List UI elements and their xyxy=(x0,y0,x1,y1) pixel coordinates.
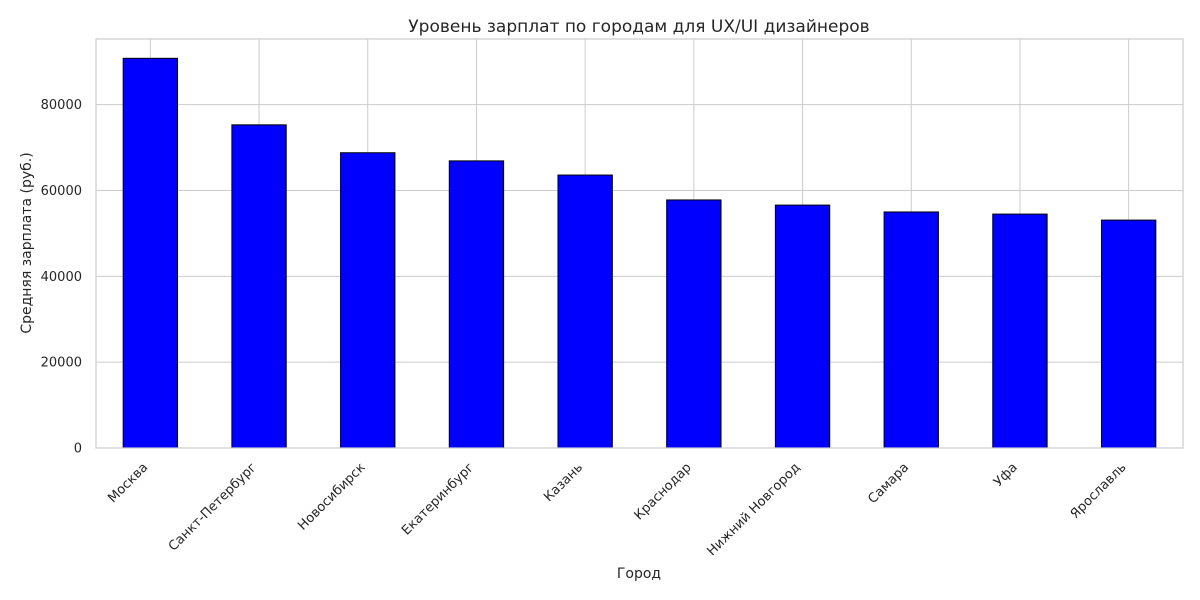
x-tick-label: Ярославль xyxy=(1068,460,1130,522)
x-tick-label: Уфа xyxy=(991,460,1021,490)
y-tick-label: 80000 xyxy=(41,98,82,113)
y-tick-label: 0 xyxy=(74,442,82,457)
x-tick-label: Москва xyxy=(105,460,151,506)
y-tick-label: 60000 xyxy=(41,184,82,199)
bar xyxy=(666,199,722,449)
x-axis-label: Город xyxy=(617,566,661,582)
x-tick-label: Новосибирск xyxy=(295,460,368,533)
y-axis-label: Средняя зарплата (руб.) xyxy=(19,152,35,333)
bar xyxy=(992,213,1048,449)
chart-title: Уровень зарплат по городам для UX/UI диз… xyxy=(408,17,869,37)
plot-frame xyxy=(95,38,1184,449)
bar xyxy=(883,211,939,449)
x-tick-label: Санкт-Петербург xyxy=(166,460,260,554)
bar xyxy=(448,160,505,449)
x-tick-label: Казань xyxy=(541,460,586,505)
bar xyxy=(1100,219,1157,449)
x-tick-label: Самара xyxy=(865,460,912,507)
x-axis-ticks: Москва Санкт-Петербург Новосибирск Екатерин… xyxy=(105,460,1129,559)
y-tick-label: 20000 xyxy=(41,356,82,371)
bar xyxy=(122,57,179,449)
x-tick-label: Нижний Новгород xyxy=(704,460,803,559)
bar xyxy=(557,174,613,449)
x-tick-label: Екатеринбург xyxy=(399,460,477,538)
bar xyxy=(340,152,396,449)
y-tick-label: 40000 xyxy=(41,270,82,285)
bar xyxy=(231,124,287,449)
x-tick-label: Краснодар xyxy=(632,460,695,523)
bar xyxy=(774,204,831,449)
y-axis-ticks: 0 20000 40000 60000 80000 xyxy=(41,98,82,456)
bars xyxy=(122,57,1157,449)
